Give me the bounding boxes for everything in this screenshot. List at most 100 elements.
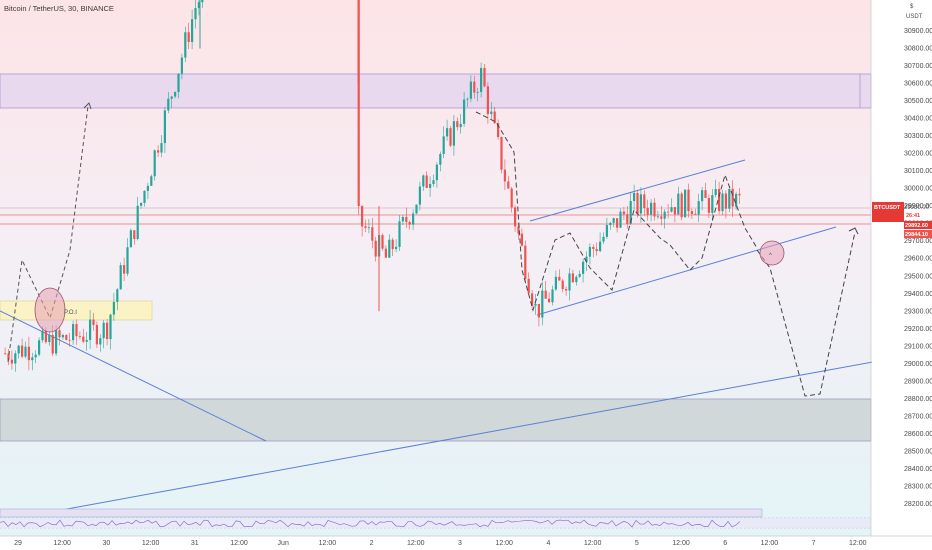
candle-body xyxy=(112,301,115,315)
candle-body xyxy=(41,330,44,341)
candle-body xyxy=(4,353,7,355)
candle-body xyxy=(27,346,30,361)
candle-body xyxy=(663,211,666,219)
candle-body xyxy=(31,357,34,361)
candle-body xyxy=(446,128,449,137)
candle-body xyxy=(177,73,180,93)
candle-body xyxy=(690,211,693,214)
x-tick-label: 12:00 xyxy=(53,540,71,547)
candle-body xyxy=(514,207,517,227)
supply-zone xyxy=(0,73,872,109)
y-tick-label: 30400.00 xyxy=(904,116,932,123)
candle-body xyxy=(201,0,204,3)
last-price-tag[interactable] xyxy=(872,202,904,222)
candle-body xyxy=(721,193,724,212)
candle-body xyxy=(639,194,642,214)
candle-body xyxy=(551,289,554,303)
candle-body xyxy=(714,189,717,196)
candle-body xyxy=(534,303,537,306)
candle-body xyxy=(119,265,122,290)
candle-body xyxy=(197,2,200,9)
candle-body xyxy=(656,216,659,218)
x-tick-label: 6 xyxy=(723,540,727,547)
y-axis-ticks: 28200.00 28300.00 28400.00 28500.00 28600.00… xyxy=(904,28,932,508)
target-circle-caret: ^ xyxy=(769,253,772,259)
candle-body xyxy=(653,202,656,217)
candle-body xyxy=(582,261,585,274)
candle-body xyxy=(106,322,109,340)
candle-body xyxy=(643,194,646,208)
candle-body xyxy=(435,164,438,181)
candle-body xyxy=(602,236,605,242)
candle-body xyxy=(129,230,132,248)
currency-label: USDT xyxy=(906,14,923,20)
candle-body xyxy=(439,154,442,165)
candle-body xyxy=(609,222,612,226)
candle-body xyxy=(670,207,673,212)
candle-body xyxy=(497,123,500,138)
candle-body xyxy=(367,227,370,229)
candle-body xyxy=(191,19,194,43)
x-tick-label: 12:00 xyxy=(672,540,690,547)
candle-body xyxy=(469,81,472,99)
level-2-price-tag xyxy=(904,221,932,229)
candle-body xyxy=(194,8,197,20)
candle-body xyxy=(561,280,564,290)
candle-body xyxy=(75,324,78,337)
x-tick-label: 29 xyxy=(14,540,22,547)
candle-body xyxy=(595,248,598,252)
candle-body xyxy=(568,273,571,291)
candle-body xyxy=(78,336,81,337)
candle-body xyxy=(537,303,540,318)
candle-body xyxy=(473,81,476,93)
candle-body xyxy=(116,289,119,302)
candle-body xyxy=(170,96,173,99)
candle-body xyxy=(432,180,435,184)
candle-body xyxy=(697,201,700,215)
x-tick-label: 31 xyxy=(191,540,199,547)
candle-body xyxy=(14,353,17,364)
candle-body xyxy=(520,233,523,246)
candle-body xyxy=(677,193,680,215)
y-tick-label: 29200.00 xyxy=(904,326,932,333)
candle-body xyxy=(527,278,530,294)
candle-body xyxy=(480,67,483,92)
candle-body xyxy=(7,353,10,360)
projection-path-right xyxy=(756,231,856,397)
candle-body xyxy=(626,214,629,224)
demand-zone xyxy=(0,398,872,442)
candle-body xyxy=(405,216,408,222)
rsi-line xyxy=(0,519,741,528)
y-tick-label: 30100.00 xyxy=(904,168,932,175)
candle-body xyxy=(728,188,731,209)
candle-body xyxy=(401,216,404,222)
x-axis-ticks: 29 12:00 30 12:00 31 12:00 Jun 12:00 2 12:00 3 12:0… xyxy=(14,540,867,547)
candle-body xyxy=(174,92,177,97)
candle-body xyxy=(510,188,513,208)
candle-body xyxy=(429,183,432,188)
y-tick-label: 28600.00 xyxy=(904,431,932,438)
y-tick-label: 28300.00 xyxy=(904,483,932,490)
candle-body xyxy=(72,324,75,341)
candle-body xyxy=(571,273,574,283)
candle-body xyxy=(415,204,418,214)
candle-body xyxy=(493,111,496,124)
candle-body xyxy=(544,290,547,299)
y-tick-label: 28900.00 xyxy=(904,378,932,385)
candle-body xyxy=(126,247,129,274)
candle-body xyxy=(731,188,734,207)
ascending-trendline xyxy=(44,356,901,514)
candle-body xyxy=(711,195,714,213)
x-tick-label: 12:00 xyxy=(319,540,337,547)
candles-group xyxy=(4,0,741,372)
chart-title: Bitcoin / TetherUS, 30, BINANCE xyxy=(4,4,114,13)
x-tick-label: 12:00 xyxy=(407,540,425,547)
candle-body xyxy=(449,128,452,146)
candle-body xyxy=(133,230,136,239)
candle-body xyxy=(48,334,51,343)
candle-body xyxy=(456,121,459,128)
candle-body xyxy=(146,185,149,191)
candle-body xyxy=(157,150,160,153)
candle-body xyxy=(486,86,489,115)
